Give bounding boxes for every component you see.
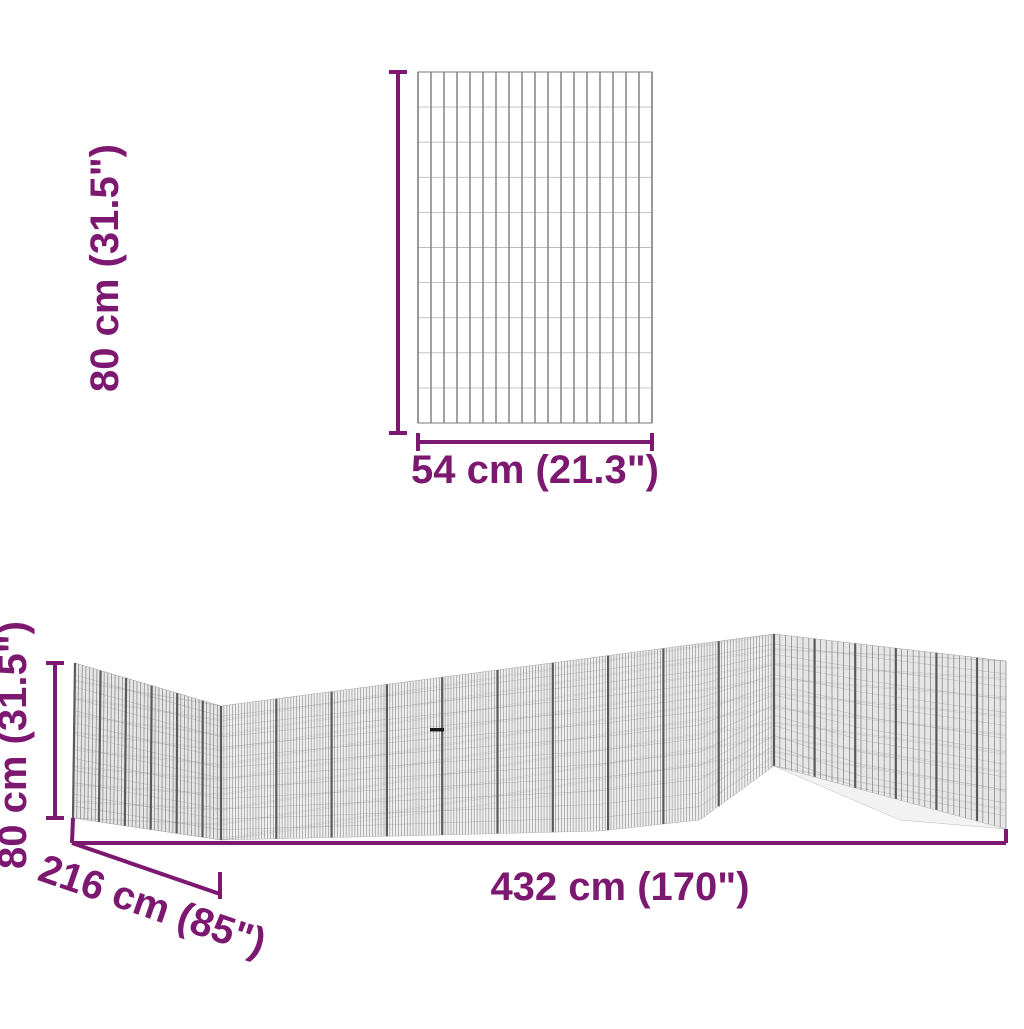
svg-text:80 cm (31.5"): 80 cm (31.5") bbox=[0, 621, 35, 869]
svg-text:54 cm (21.3"): 54 cm (21.3") bbox=[411, 448, 659, 492]
svg-text:216 cm (85"): 216 cm (85") bbox=[33, 846, 271, 965]
svg-text:80 cm (31.5"): 80 cm (31.5") bbox=[83, 144, 127, 392]
svg-text:432 cm (170"): 432 cm (170") bbox=[490, 865, 749, 909]
